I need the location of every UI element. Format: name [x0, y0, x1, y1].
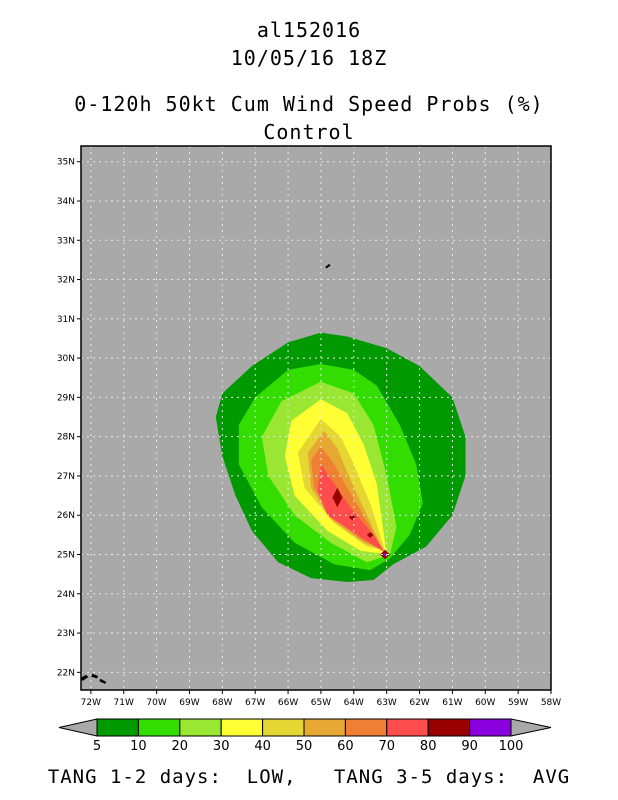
colorbar-label: 5 — [93, 739, 101, 754]
colorbar-label: 30 — [213, 739, 230, 754]
contour-90-12 — [383, 552, 387, 557]
x-tick-label: 66W — [278, 698, 298, 708]
x-tick-label: 71W — [114, 698, 134, 708]
colorbar-label: 100 — [499, 739, 524, 754]
contour-60-6 — [311, 446, 384, 551]
x-axis: 72W 71W 70W 69W 68W 67W 66W 65W 64W 63W 62W 61W 60W 5… — [81, 690, 561, 708]
colorbar-extend-high — [510, 718, 552, 737]
x-tick-label: 65W — [311, 698, 331, 708]
colorbar-swatch — [427, 718, 471, 737]
y-tick-label: 28N — [57, 433, 75, 443]
colorbar-swatch — [469, 718, 512, 737]
colorbar-swatch — [344, 718, 388, 737]
y-tick-label: 29N — [57, 393, 75, 403]
storm-id-title: al152016 — [256, 18, 362, 42]
y-tick-label: 33N — [57, 236, 75, 246]
y-tick-label: 30N — [57, 354, 75, 364]
y-tick-label: 22N — [57, 668, 75, 678]
datetime-title: 10/05/16 18Z — [230, 46, 388, 70]
colorbar-swatch — [386, 718, 429, 737]
colorbar-swatch — [96, 718, 139, 737]
x-tick-label: 72W — [81, 698, 101, 708]
colorbar-swatch — [303, 718, 346, 737]
y-tick-label: 24N — [57, 590, 75, 600]
colorbar-swatch — [262, 718, 305, 737]
y-tick-label: 26N — [57, 511, 75, 521]
colorbar-swatch — [220, 718, 264, 737]
x-tick-label: 62W — [409, 698, 429, 708]
y-tick-label: 27N — [57, 472, 75, 482]
y-tick-label: 23N — [57, 629, 75, 639]
colorbar-swatch — [137, 718, 181, 737]
y-tick-label: 34N — [57, 197, 75, 207]
colorbar-extend-low — [58, 718, 98, 737]
contour-80-8 — [332, 487, 343, 508]
product-title: 0-120h 50kt Cum Wind Speed Probs (%) — [74, 92, 544, 116]
colorbar-label: 40 — [254, 739, 271, 754]
x-tick-label: 64W — [344, 698, 364, 708]
land-layer — [81, 263, 331, 684]
colorbar: 5 10 20 30 40 50 60 70 80 90 100 — [58, 718, 552, 754]
contour-layer — [215, 332, 466, 582]
tang-summary: TANG 1-2 days: LOW, TANG 3-5 days: AVG — [47, 766, 571, 788]
contour-70-7 — [317, 464, 385, 553]
colorbar-label: 80 — [420, 739, 437, 754]
gridlines — [81, 146, 551, 690]
colorbar-label: 70 — [379, 739, 396, 754]
colorbar-label: 90 — [461, 739, 478, 754]
colorbar-swatch — [179, 718, 222, 737]
land-bahamas-2 — [91, 673, 99, 679]
land-bahamas-3 — [99, 678, 107, 684]
x-tick-label: 59W — [508, 698, 528, 708]
colorbar-label: 60 — [337, 739, 354, 754]
y-tick-label: 25N — [57, 550, 75, 560]
plot-frame — [80, 145, 552, 691]
colorbar-label: 50 — [296, 739, 313, 754]
contour-80-10 — [366, 532, 374, 538]
x-tick-label: 70W — [146, 698, 166, 708]
x-tick-label: 60W — [475, 698, 495, 708]
colorbar-label: 10 — [130, 739, 147, 754]
contour-80-9 — [348, 514, 356, 521]
x-tick-label: 61W — [442, 698, 462, 708]
y-axis: 22N 23N 24N 25N 26N 27N 28N 29N 30N 31N 32N 33N 34N 3… — [57, 158, 81, 678]
x-tick-label: 67W — [245, 698, 265, 708]
y-tick-label: 31N — [57, 315, 75, 325]
y-tick-label: 32N — [57, 276, 75, 286]
run-title: Control — [263, 120, 355, 144]
colorbar-label: 20 — [172, 739, 189, 754]
x-tick-label: 69W — [179, 698, 199, 708]
land-bermuda — [325, 263, 331, 269]
y-tick-label: 35N — [57, 158, 75, 168]
land-bahamas-1 — [81, 674, 89, 681]
x-tick-label: 58W — [541, 698, 561, 708]
x-tick-label: 63W — [376, 698, 396, 708]
x-tick-label: 68W — [212, 698, 232, 708]
